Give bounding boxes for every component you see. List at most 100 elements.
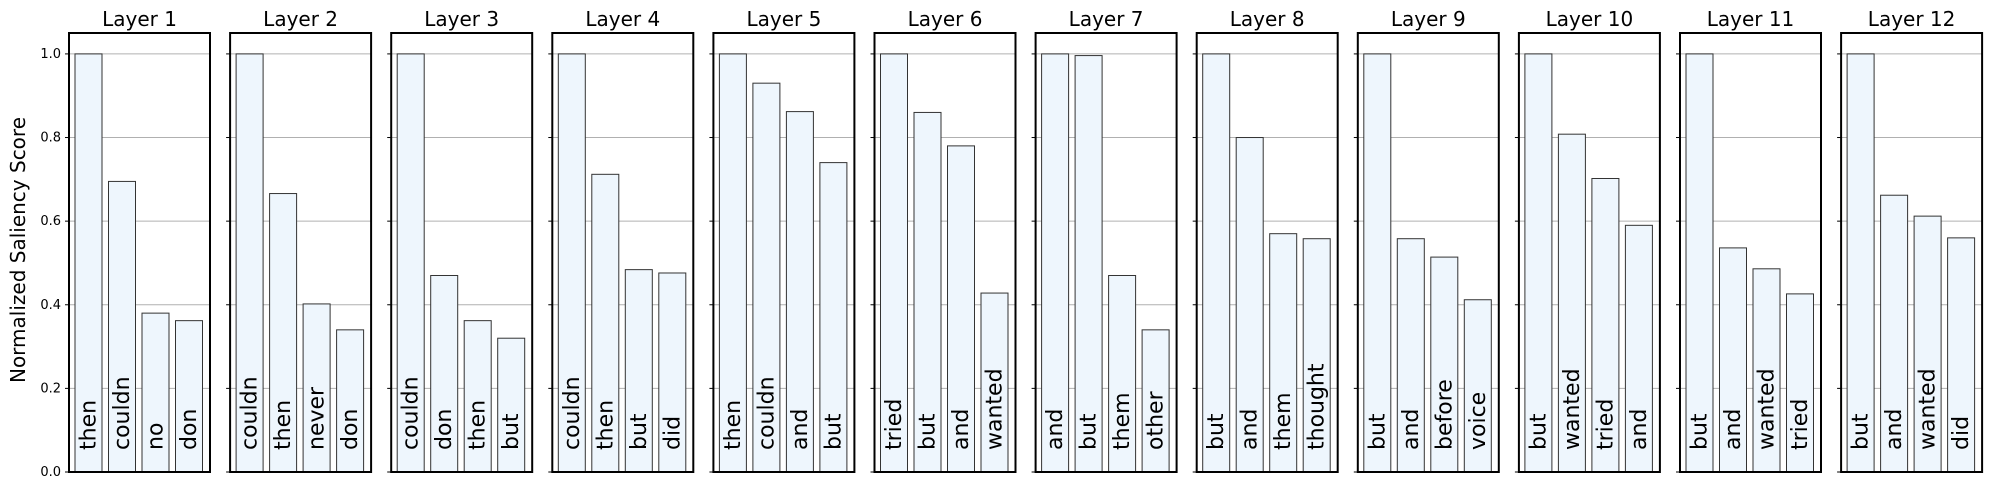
bar-label: and	[1043, 409, 1068, 450]
panel-title: Layer 10	[1546, 7, 1634, 31]
bar	[947, 145, 975, 473]
bar	[1302, 238, 1331, 473]
bar-label: voice	[1466, 392, 1491, 450]
bar	[658, 272, 687, 473]
bar-label: wanted	[983, 368, 1008, 450]
panel-title: Layer 6	[908, 7, 983, 31]
bar	[74, 53, 103, 473]
panel-frame	[68, 32, 211, 473]
bar	[269, 193, 298, 473]
panel-layer-2: couldn then never don Layer 2	[226, 7, 373, 473]
panel-title: Layer 11	[1707, 7, 1795, 31]
bar-label: and	[1627, 409, 1652, 450]
bar	[1041, 53, 1070, 473]
bar-label: couldn	[754, 376, 779, 450]
bar	[591, 173, 620, 473]
bar	[1430, 256, 1459, 473]
bar	[1752, 268, 1781, 473]
panel-frame	[1356, 32, 1500, 473]
bar	[785, 111, 814, 473]
panel-frame	[1517, 32, 1661, 473]
panel-layer-1: 0.0 0.2 0.4 0.6 0.8 1.0 then couldn no don Layer 1	[40, 7, 211, 480]
panel-title: Layer 9	[1391, 7, 1466, 31]
bar-label: then	[271, 400, 296, 450]
bar	[1947, 237, 1976, 473]
panel-title: Layer 4	[585, 7, 660, 31]
panel-layer-10: but wanted tried and Layer 10	[1514, 7, 1661, 473]
bar	[1591, 177, 1620, 473]
bar-label: and	[788, 409, 813, 450]
y-tick-label: 0.0	[40, 465, 61, 480]
bar	[141, 312, 170, 473]
panel-title: Layer 12	[1868, 7, 1956, 31]
bar	[913, 111, 942, 473]
panel-frame	[712, 32, 856, 473]
panel-layer-5: then couldn and but Layer 5	[709, 7, 856, 473]
bar	[336, 329, 365, 473]
bar-label: then	[721, 400, 746, 450]
bar-label: tried	[1788, 399, 1813, 450]
bar	[1074, 55, 1103, 473]
panel-title: Layer 5	[746, 7, 821, 31]
panel-title: Layer 8	[1230, 7, 1305, 31]
bar-label: then	[593, 400, 618, 450]
bar	[463, 320, 492, 473]
bar-label: but	[916, 413, 941, 450]
panel-title: Layer 1	[102, 7, 177, 31]
bar	[108, 180, 136, 473]
panel-layer-6: tried but and wanted Layer 6	[870, 7, 1017, 473]
bar	[302, 303, 331, 473]
bar	[430, 274, 459, 473]
bar-label: them	[1110, 392, 1135, 450]
panel-frame	[1679, 32, 1822, 473]
bar-label: then	[466, 400, 491, 450]
bar	[1846, 53, 1875, 473]
bar	[557, 53, 586, 473]
panel-frame	[873, 32, 1017, 473]
bar	[718, 53, 747, 473]
bar-label: but	[1688, 413, 1713, 450]
bar-label: wanted	[1560, 368, 1585, 450]
bar	[880, 53, 908, 473]
bar-label: did	[660, 416, 685, 450]
bar	[1880, 194, 1909, 473]
bar	[175, 320, 203, 473]
bar-label: tried	[882, 399, 907, 450]
bar-label: and	[1399, 409, 1424, 450]
bar-label: wanted	[1755, 368, 1780, 450]
panel-layer-7: and but them other Layer 7	[1031, 7, 1178, 473]
bar-label: but	[627, 413, 652, 450]
bar-label: but	[1204, 413, 1229, 450]
bar-label: them	[1271, 392, 1296, 450]
panel-layer-8: but and them thought Layer 8	[1192, 7, 1339, 473]
bar-label: and	[949, 409, 974, 450]
bar-label: and	[1721, 409, 1746, 450]
panel-frame	[229, 32, 373, 473]
bar-label: couldn	[110, 376, 135, 450]
y-tick-label: 0.4	[40, 298, 61, 313]
bar	[1685, 53, 1714, 473]
panel-layer-9: but and before voice Layer 9	[1353, 7, 1500, 473]
bar-label: other	[1144, 390, 1169, 450]
y-tick-label: 1.0	[40, 47, 61, 62]
bar	[1463, 299, 1492, 473]
bar-label: no	[144, 423, 169, 450]
bar	[980, 292, 1009, 473]
bar-label: but	[821, 413, 846, 450]
bar	[1786, 293, 1814, 473]
bar-label: then	[77, 400, 102, 450]
y-tick-label: 0.8	[40, 131, 61, 146]
panel-layer-12: but and wanted did Layer 12	[1837, 7, 1984, 473]
bar	[1108, 274, 1137, 473]
bar	[1269, 233, 1298, 473]
bar	[1396, 238, 1425, 473]
bar-label: but	[1365, 413, 1390, 450]
bar-label: thought	[1305, 363, 1330, 450]
bar	[1557, 133, 1586, 473]
panel-title: Layer 3	[424, 7, 499, 31]
y-tick-label: 0.2	[40, 381, 61, 396]
panel-frame	[551, 32, 695, 473]
bar-label: but	[1077, 413, 1102, 450]
panel-layer-4: couldn then but did Layer 4	[548, 7, 695, 473]
